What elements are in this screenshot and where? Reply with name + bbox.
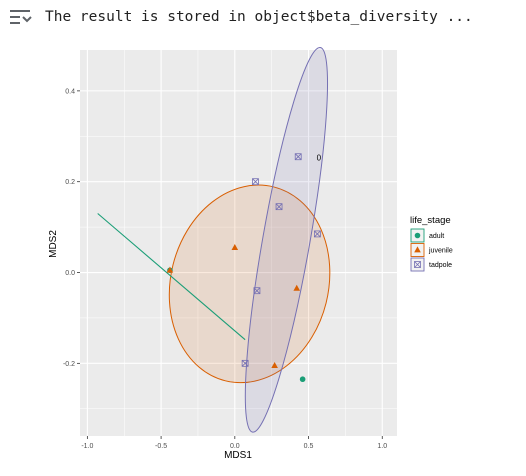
- y-tick-label: 0.0: [65, 270, 75, 277]
- y-axis-label: MDS2: [48, 230, 59, 258]
- points: [166, 153, 321, 383]
- x-tick-label: -0.5: [155, 443, 167, 450]
- minor-gridlines: [80, 50, 397, 436]
- marker-cross: [294, 153, 302, 161]
- legend-item-adult: adult: [410, 228, 444, 243]
- annotation-label: 0: [317, 154, 322, 163]
- legend-title: life_stage: [410, 215, 451, 226]
- legend-item-tadpole: tadpole: [410, 257, 452, 272]
- point-tadpole: [241, 359, 249, 367]
- marker-cross: [414, 261, 421, 268]
- x-tick-label: 0.0: [230, 443, 240, 450]
- segment-adult: [97, 213, 246, 341]
- legend-item-juvenile: juvenile: [410, 243, 453, 257]
- marker-box: [294, 153, 302, 161]
- cell-output-header: The result is stored in object$beta_dive…: [0, 0, 526, 36]
- marker-cross: [275, 203, 283, 210]
- x-tick-label: -1.0: [81, 443, 93, 450]
- segments: [97, 213, 246, 341]
- ellipse-tadpole: [244, 46, 329, 433]
- legend-label: juvenile: [428, 248, 453, 255]
- marker-cross: [241, 360, 249, 367]
- marker-box: [252, 178, 259, 186]
- x-axis-label: MDS1: [224, 450, 252, 461]
- point-tadpole: [294, 153, 302, 161]
- marker-box: [241, 359, 249, 367]
- point-tadpole: [252, 178, 259, 186]
- chart-svg: 0 -1.0 -0.5 0.0 0.5 1.0 -0.2 0.0 0.2 0.4 MDS1 M…: [48, 46, 453, 461]
- x-axis: -1.0 -0.5 0.0 0.5 1.0: [81, 436, 387, 450]
- x-tick-label: 0.5: [304, 443, 314, 450]
- y-tick-label: 0.2: [65, 179, 75, 186]
- output-text: The result is stored in object$beta_dive…: [45, 9, 473, 25]
- legend-marker: [414, 232, 421, 239]
- point-tadpole: [313, 230, 321, 238]
- x-tick-label: 1.0: [377, 443, 387, 450]
- ordination-plot: 0 -1.0 -0.5 0.0 0.5 1.0 -0.2 0.0 0.2 0.4 MDS1 M…: [0, 36, 526, 471]
- point-juvenile: [231, 243, 239, 250]
- marker-box: [313, 230, 321, 238]
- ellipse-juvenile: [168, 184, 331, 384]
- annotations: 0: [317, 154, 322, 163]
- legend-label: tadpole: [429, 262, 452, 269]
- marker-cross: [253, 287, 261, 294]
- point-juvenile: [166, 266, 174, 273]
- marker-box: [253, 287, 261, 295]
- ellipses: [168, 46, 331, 433]
- marker-cross: [314, 230, 321, 238]
- y-tick-label: 0.4: [65, 88, 75, 95]
- legend-marker: [414, 246, 421, 253]
- marker-box: [275, 203, 283, 211]
- collapse-output-icon[interactable]: [8, 8, 34, 28]
- marker-box: [414, 261, 421, 268]
- legend-marker: [414, 261, 421, 268]
- legend: life_stage adult juvenile tadpole: [410, 215, 453, 272]
- y-axis: -0.2 0.0 0.2 0.4: [63, 88, 80, 368]
- point-tadpole: [253, 287, 261, 295]
- point-adult: [299, 376, 306, 383]
- point-juvenile: [293, 284, 301, 291]
- point-juvenile: [271, 362, 278, 369]
- y-tick-label: -0.2: [63, 361, 75, 368]
- marker-cross: [252, 178, 259, 185]
- point-tadpole: [275, 203, 283, 211]
- major-gridlines: [80, 50, 397, 436]
- legend-label: adult: [429, 233, 444, 240]
